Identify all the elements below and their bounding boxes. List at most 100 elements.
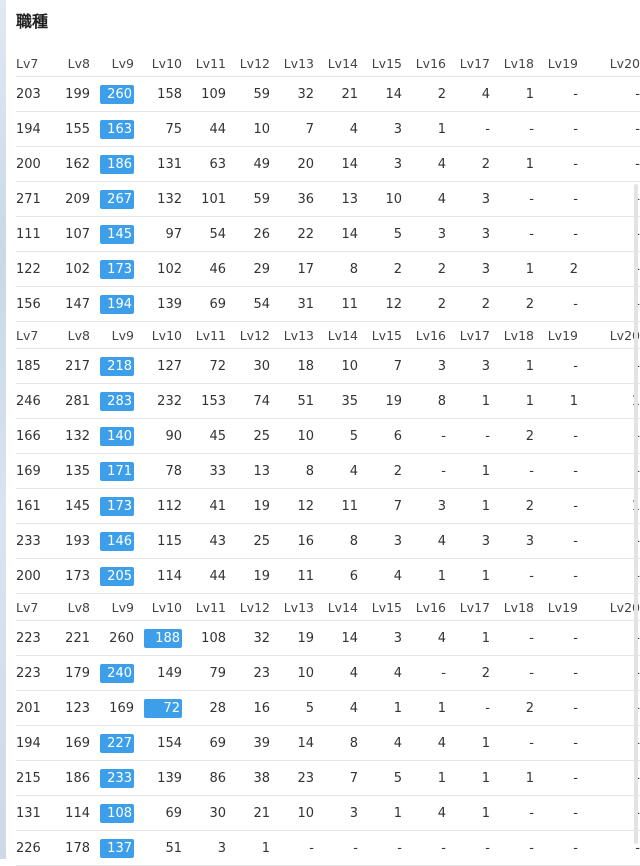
- table-cell: 3: [318, 795, 362, 831]
- table-cell: -: [494, 216, 538, 252]
- table-cell: 1: [362, 690, 406, 726]
- level-table: Lv7 Lv8 Lv9 Lv10 Lv11 Lv12 Lv13 Lv14 Lv15 Lv16 Lv1…: [16, 322, 640, 594]
- table-cell: -: [582, 558, 640, 594]
- table-cell: 1: [450, 558, 494, 594]
- table-cell: -: [582, 795, 640, 831]
- table-cell: 69: [138, 795, 186, 831]
- page-title: 職種: [16, 12, 49, 31]
- table-cell: 7: [318, 760, 362, 796]
- table-cell: 194: [16, 111, 50, 147]
- table-cell: 173: [94, 251, 138, 287]
- table-cell: 4: [406, 725, 450, 761]
- table-cell: -: [494, 111, 538, 147]
- table-cell: 109: [186, 76, 230, 112]
- table-cell: 28: [186, 690, 230, 726]
- table-cell: 209: [50, 181, 94, 217]
- table-cell: 18: [274, 348, 318, 384]
- table-cell: 3: [450, 251, 494, 287]
- table-cell: 3: [406, 348, 450, 384]
- table-cell: -: [274, 830, 318, 866]
- table-cell: 72: [186, 348, 230, 384]
- table-cell: -: [538, 181, 582, 217]
- table-cell: -: [582, 453, 640, 489]
- table-cell: 122: [16, 251, 50, 287]
- table-cell: -: [538, 216, 582, 252]
- table-cell: 154: [138, 725, 186, 761]
- table-cell: 19: [274, 620, 318, 656]
- column-header: Lv16: [406, 594, 450, 621]
- table-row: 194 155 163 75 44 10 7 4 3 1- - - -: [16, 111, 640, 147]
- table-cell: 8: [406, 383, 450, 419]
- column-header: Lv20: [582, 322, 640, 349]
- table-cell: 149: [138, 655, 186, 691]
- table-cell: 13: [230, 453, 274, 489]
- table-cell: 5: [362, 216, 406, 252]
- table-cell: 19: [230, 488, 274, 524]
- highlighted-value: 194: [100, 294, 134, 314]
- table-cell: 5: [274, 690, 318, 726]
- highlighted-value: 218: [100, 356, 134, 376]
- table-cell: 43: [186, 523, 230, 559]
- scrollbar[interactable]: [634, 184, 638, 844]
- table-cell: -: [582, 76, 640, 112]
- table-cell: 22: [274, 216, 318, 252]
- table-cell: 3: [406, 216, 450, 252]
- level-table: Lv7 Lv8 Lv9 Lv10 Lv11 Lv12 Lv13 Lv14 Lv15 Lv16 Lv1…: [16, 594, 640, 866]
- column-header: Lv9: [94, 322, 138, 349]
- table-cell: 49: [230, 146, 274, 182]
- column-header: Lv15: [362, 594, 406, 621]
- table-cell: -: [538, 76, 582, 112]
- column-header: Lv13: [274, 322, 318, 349]
- table-cell: -: [538, 523, 582, 559]
- table-cell: 45: [186, 418, 230, 454]
- table-cell: 200: [16, 558, 50, 594]
- table-cell: -: [582, 725, 640, 761]
- table-cell: 14: [318, 146, 362, 182]
- table-cell: 4: [362, 655, 406, 691]
- table-row: 226 178 137 51 3 1- - - - - - - -: [16, 830, 640, 866]
- table-cell: -: [582, 251, 640, 287]
- highlighted-value: 108: [100, 803, 134, 823]
- table-cell: -: [582, 216, 640, 252]
- table-cell: 193: [50, 523, 94, 559]
- table-cell: 1: [450, 488, 494, 524]
- table-cell: 33: [186, 453, 230, 489]
- table-cell: -: [582, 111, 640, 147]
- table-cell: 107: [50, 216, 94, 252]
- table-cell: 114: [138, 558, 186, 594]
- table-cell: 233: [16, 523, 50, 559]
- table-cell: 21: [318, 76, 362, 112]
- table-cell: 5: [362, 760, 406, 796]
- table-cell: 271: [16, 181, 50, 217]
- table-cell: -: [538, 286, 582, 322]
- highlighted-value: 146: [100, 531, 134, 551]
- table-cell: 1: [582, 383, 640, 419]
- table-cell: 2: [494, 488, 538, 524]
- column-header: Lv18: [494, 50, 538, 77]
- table-cell: 260: [94, 76, 138, 112]
- table-cell: 41: [186, 488, 230, 524]
- table-cell: 12: [274, 488, 318, 524]
- table-cell: 21: [230, 795, 274, 831]
- table-cell: 1: [494, 251, 538, 287]
- table-cell: 63: [186, 146, 230, 182]
- table-cell: 39: [230, 725, 274, 761]
- highlighted-value: 227: [100, 733, 134, 753]
- table-cell: 8: [318, 725, 362, 761]
- table-cell: -: [494, 830, 538, 866]
- table-cell: -: [318, 830, 362, 866]
- table-cell: 44: [186, 111, 230, 147]
- table-cell: 1: [494, 760, 538, 796]
- table-cell: -: [582, 181, 640, 217]
- table-cell: 69: [186, 725, 230, 761]
- table-cell: 32: [274, 76, 318, 112]
- table-cell: -: [582, 286, 640, 322]
- table-cell: 281: [50, 383, 94, 419]
